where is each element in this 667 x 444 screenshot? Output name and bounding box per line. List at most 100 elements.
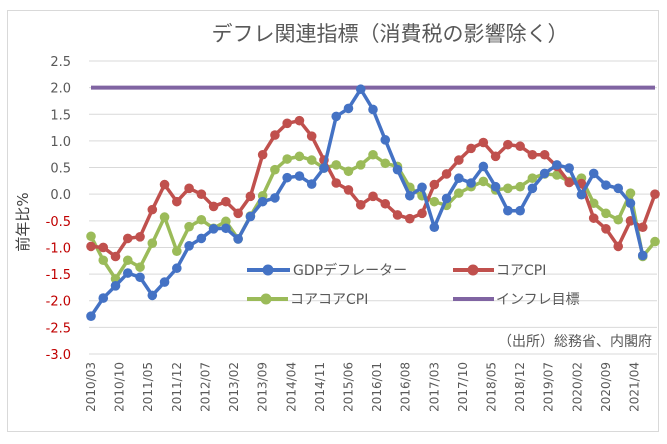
series-core-core-cpi-point [527,173,538,183]
series-gdp-deflator-point [527,183,538,194]
y-tick-label: 1.5 [50,108,71,123]
series-gdp-deflator-point [294,171,305,181]
series-gdp-deflator-point [86,311,96,321]
y-tick-label: 2.0 [50,82,71,97]
x-tick-label: 2013/02 [227,362,241,412]
series-gdp-deflator-point [588,168,599,179]
series-core-core-cpi-point [221,216,231,227]
series-core-cpi-point [355,200,366,210]
series-core-core-cpi-point [613,214,624,225]
series-gdp-deflator-point [380,135,391,145]
series-core-cpi-point [490,151,501,162]
series-gdp-deflator-point [343,103,354,114]
series-core-cpi-point [527,149,538,160]
series-core-core-cpi-point [86,231,96,242]
series-core-core-cpi-point [650,236,660,247]
series-gdp-deflator-point [233,234,243,244]
series-gdp-deflator-point [368,104,378,115]
x-tick-label: 2021/04 [628,362,642,412]
series-gdp-deflator-point [637,250,648,261]
series-core-cpi-point [172,196,182,207]
series-gdp-deflator-point [564,163,574,173]
series-core-cpi-point [221,196,231,207]
series-gdp-deflator-point [135,272,145,283]
series-core-core-cpi-point [503,183,513,194]
series-gdp-deflator-point [613,183,624,194]
series-core-core-cpi-point [625,188,636,198]
series-gdp-deflator-point [184,241,194,251]
y-tick-label: 2.5 [50,55,71,70]
x-tick-label: 2016/08 [399,362,413,412]
series-gdp-deflator-point [355,84,366,95]
y-axis-title: 前年比% [14,192,32,251]
series-gdp-deflator-point [208,224,219,234]
series-core-cpi-point [515,141,525,152]
series-core-cpi-point [368,191,378,202]
series-core-core-cpi-point [331,160,342,170]
source-note: （出所）総務省、内閣府 [498,334,652,350]
x-tick-label: 2017/10 [456,362,470,412]
series-gdp-deflator-point [172,263,182,274]
series-gdp-deflator-point [392,164,403,175]
x-tick-label: 2015/06 [341,362,355,412]
x-tick-label: 2010/03 [84,362,98,412]
legend-gdp-deflator-label: GDPデフレーター [293,262,407,279]
series-gdp-deflator-point [454,173,464,183]
series-core-cpi-point [613,241,624,252]
series-gdp-deflator-point [282,172,292,183]
series-core-cpi-point [270,130,280,140]
series-core-cpi-point [135,232,145,242]
series-core-cpi-point [380,198,391,209]
series-gdp-deflator-point [490,181,501,192]
series-core-core-cpi-point [429,196,440,207]
series-core-cpi-point [429,179,440,190]
legend-core-cpi-label: コアCPI [496,263,546,279]
series-core-cpi-point [588,213,599,223]
series-core-cpi-point [417,208,427,219]
series-core-core-cpi-point [478,176,489,187]
series-core-core-cpi-point [306,155,317,165]
series-core-core-cpi-point [515,181,525,192]
series-core-cpi-point [147,204,158,215]
series-core-cpi-point [441,169,452,179]
series-gdp-deflator-point [417,182,427,193]
series-gdp-deflator-point [147,290,158,301]
series-core-core-cpi-point [184,221,194,232]
series-core-cpi-point [503,139,513,150]
series-gdp-deflator-point [466,178,476,188]
series-core-cpi-point [306,131,317,141]
series-core-cpi-point [478,137,489,148]
series-core-cpi-point [331,178,342,188]
series-gdp-deflator-point [625,198,636,209]
series-gdp-deflator-point [441,193,452,204]
series-core-cpi-point [122,233,133,244]
series-gdp-deflator-point [196,233,207,244]
legend: GDPデフレーター コアCPI コアコアCPI インフレ目標 [247,262,580,308]
series-core-core-cpi-point [122,255,133,266]
legend-core-core-cpi-marker [260,293,272,305]
series-core-core-cpi-point [98,255,109,266]
series-core-cpi-point [564,177,574,188]
series-core-cpi-point [282,118,292,129]
x-tick-label: 2020/09 [599,362,613,412]
series-core-core-cpi-point [196,214,207,225]
series-gdp-deflator-point [122,268,133,278]
series-core-cpi-point [404,213,415,224]
series-gdp-deflator-point [552,160,562,170]
series-core-core-cpi-point [368,149,378,160]
series-core-cpi-point [650,189,660,199]
series-core-core-cpi-point [135,262,145,272]
series-gdp-deflator-point [478,161,489,172]
series-core-core-cpi-point [343,166,354,177]
series-core-core-cpi-point [270,164,280,175]
x-tick-label: 2011/05 [141,362,155,412]
series-core-cpi-point [343,185,354,195]
series-core-cpi-point [294,115,305,126]
series-gdp-deflator-point [539,168,550,179]
y-tick-label: 0.0 [50,188,71,203]
x-tick-label: 2016/01 [370,362,384,412]
legend-gdp-deflator-marker [262,264,274,276]
series-core-cpi-point [245,191,256,202]
series-core-core-cpi-point [588,198,599,209]
